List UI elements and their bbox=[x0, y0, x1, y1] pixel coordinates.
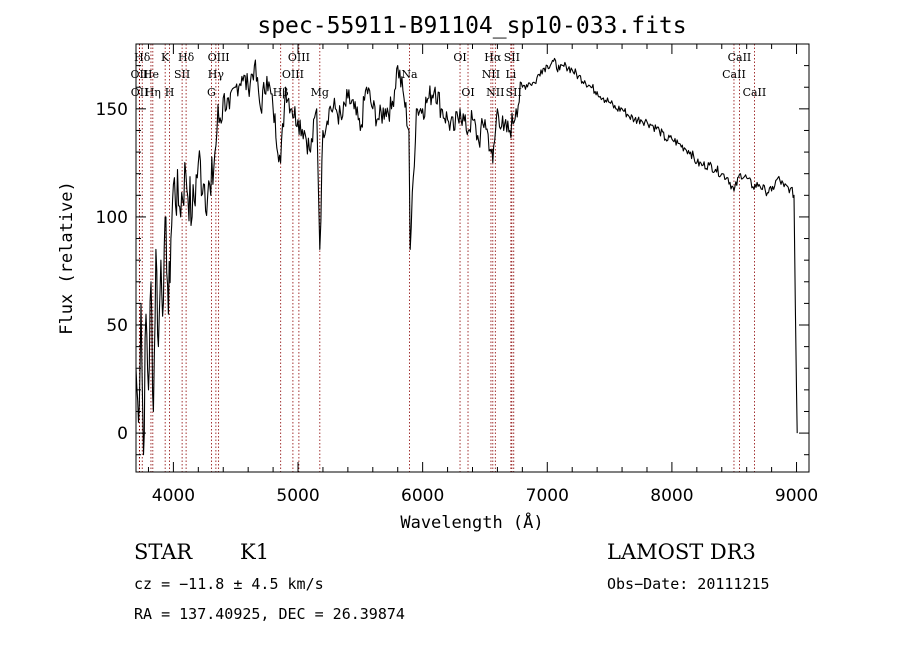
y-tick-label: 0 bbox=[117, 424, 128, 444]
chart-title: spec-55911-B91104_sp10-033.fits bbox=[257, 13, 686, 39]
line-label-nii-6548: NII bbox=[482, 68, 500, 81]
line-label-oii-3727: OII bbox=[131, 68, 149, 81]
y-tick-label: 50 bbox=[106, 316, 128, 336]
line-label-oii-3729: OII bbox=[131, 86, 149, 99]
y-tick-label: 100 bbox=[96, 208, 128, 228]
line-label-oiii-5007: OIII bbox=[288, 51, 310, 64]
y-tick-label: 150 bbox=[96, 100, 128, 120]
x-tick-label: 5000 bbox=[276, 486, 319, 506]
line-label-li-6708: Li bbox=[505, 68, 516, 81]
line-label-hδ-3750: Hδ bbox=[134, 51, 151, 64]
line-label-he-3820: He bbox=[143, 68, 159, 81]
line-label-g-4305: G bbox=[207, 86, 216, 99]
object-subclass: K1 bbox=[240, 540, 269, 564]
axis-ticks: 4000 5000 6000 7000 8000 9000 0 50 100 150 bbox=[96, 44, 818, 506]
line-label-sii-4070: SII bbox=[174, 68, 190, 81]
line-label-sii-6731: SII bbox=[506, 86, 522, 99]
line-label-hγ-4341: Hγ bbox=[208, 68, 225, 81]
redshift-cz: cz = −11.8 ± 4.5 km/s bbox=[134, 575, 324, 593]
line-label-caii-8662: CaII bbox=[743, 86, 767, 99]
line-label-na-5894: Na bbox=[401, 68, 418, 81]
object-class: STAR bbox=[134, 540, 193, 564]
x-tick-label: 9000 bbox=[775, 486, 818, 506]
observation-date: Obs−Date: 20111215 bbox=[607, 575, 770, 593]
line-label-caii-8498: CaII bbox=[722, 68, 746, 81]
spectrum-line bbox=[135, 57, 798, 456]
line-label-oiii-4959: OIII bbox=[282, 68, 304, 81]
plot-frame bbox=[135, 43, 810, 473]
line-label-h-3969: H bbox=[165, 86, 175, 99]
line-label-hη-3835: Hη bbox=[145, 86, 161, 99]
x-tick-label: 4000 bbox=[152, 486, 195, 506]
x-tick-label: 6000 bbox=[401, 486, 444, 506]
coordinates: RA = 137.40925, DEC = 26.39874 bbox=[134, 605, 405, 623]
survey-name: LAMOST DR3 bbox=[607, 540, 756, 564]
line-label-hδ-4102: Hδ bbox=[178, 51, 195, 64]
line-label-mg-5175: Mg bbox=[311, 86, 329, 99]
y-axis-label: Flux (relative) bbox=[57, 181, 77, 335]
x-tick-label: 8000 bbox=[650, 486, 693, 506]
line-label-sii-6716: SII bbox=[504, 51, 520, 64]
x-tick-label: 7000 bbox=[526, 486, 569, 506]
x-axis-label: Wavelength (Å) bbox=[400, 511, 543, 533]
line-label-hα-6563: Hα bbox=[484, 51, 502, 64]
line-label-k-3934: K bbox=[161, 51, 170, 64]
line-label-nii-6583: NII bbox=[486, 86, 504, 99]
line-label-oi-6364: OI bbox=[461, 86, 474, 99]
line-label-oiii-4363: OIII bbox=[208, 51, 230, 64]
spectral-line-markers bbox=[138, 44, 755, 472]
line-label-caii-8542: CaII bbox=[728, 51, 752, 64]
line-label-oi-6300: OI bbox=[453, 51, 466, 64]
